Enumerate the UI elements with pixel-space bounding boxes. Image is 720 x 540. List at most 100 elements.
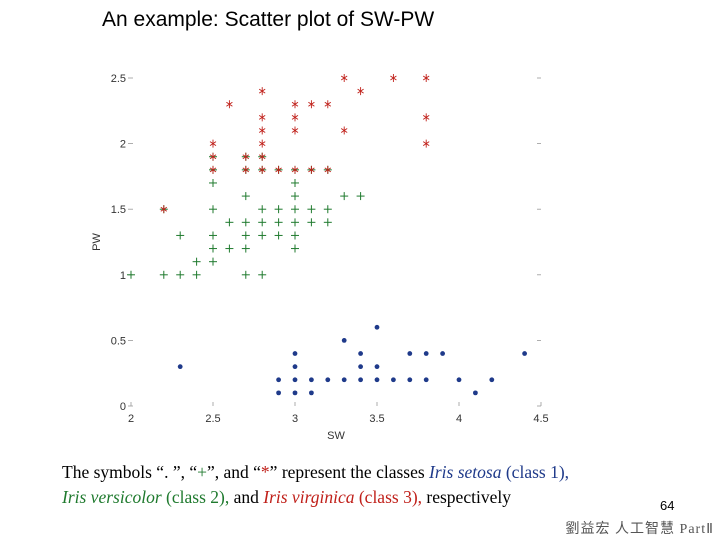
versicolor-point [291,244,299,253]
versicolor-point [209,244,217,253]
setosa-point [407,351,413,356]
caption-text: ”, and “ [206,462,261,482]
virginica-point [258,165,266,174]
virginica-point [324,100,332,109]
footer-credit: 劉益宏 人工智慧 PartⅡ [565,522,714,537]
setosa-point [358,377,363,383]
versicolor-point [291,178,299,187]
x-tick-label: 4 [456,413,462,425]
caption-text: ” represent the classes [269,462,430,482]
versicolor-point [323,205,332,214]
plus-symbol: + [197,462,207,482]
setosa-point [522,351,527,356]
setosa-point [292,364,298,370]
versicolor-point [340,192,349,201]
versicolor-point [241,244,250,253]
versicolor-point [258,231,267,240]
x-tick-label: 2.5 [205,413,220,425]
virginica-point [258,152,266,161]
setosa-point [374,377,380,383]
versicolor-point [274,231,283,240]
setosa-point [489,377,495,383]
versicolor-point [274,218,283,227]
versicolor-point [209,257,217,266]
x-tick-label: 2 [128,413,134,425]
virginica-point [242,152,250,161]
y-axis-label: PW [91,233,103,251]
versicolor-point [209,231,217,240]
setosa-point [292,377,298,383]
virginica-point [258,87,266,96]
virginica-point [422,74,430,82]
setosa-point [177,364,183,370]
versicolor-point [241,218,250,227]
virginica-point [308,100,315,109]
setosa-point [456,377,462,383]
slide-caption: The symbols “. ”, “+”, and “*” represent… [62,460,662,510]
setosa-point [341,377,347,383]
slide-title: An example: Scatter plot of SW-PW [102,8,435,31]
class3-name: Iris virginica [263,487,355,507]
class2-label: (class 2), [161,487,230,507]
virginica-point [242,165,250,174]
setosa-point [358,351,363,356]
versicolor-point [192,270,201,279]
virginica-point [308,165,315,174]
y-tick-label: 1.5 [111,204,126,216]
virginica-point [209,165,217,174]
virginica-point [422,113,430,122]
versicolor-point [274,205,283,214]
virginica-point [357,87,364,96]
versicolor-point [159,270,168,279]
versicolor-point [241,270,250,279]
versicolor-point [258,270,267,279]
virginica-point [390,74,397,82]
x-tick-label: 3.5 [369,413,384,425]
virginica-point [291,126,299,135]
versicolor-point [258,205,267,214]
setosa-point [292,390,298,396]
class2-name: Iris versicolor [62,487,162,507]
versicolor-point [127,270,135,279]
x-tick-label: 4.5 [533,413,548,425]
setosa-point [407,377,413,383]
versicolor-point [356,192,365,201]
versicolor-point [307,218,316,227]
versicolor-point [323,218,332,227]
versicolor-point [241,192,250,201]
caption-text: respectively [422,487,511,507]
y-tick-label: 0.5 [111,335,126,347]
setosa-point [309,390,314,396]
versicolor-point [225,218,234,227]
versicolor-point [307,205,316,214]
setosa-point [292,351,298,356]
setosa-point [440,351,445,356]
setosa-point [341,338,347,343]
virginica-point [209,152,217,161]
class1-label: (class 1), [501,462,570,482]
versicolor-point [258,218,267,227]
versicolor-point [176,231,185,240]
page-number: 64 [660,498,675,513]
virginica-point [422,139,430,148]
virginica-point [324,165,332,174]
virginica-point [291,113,299,122]
versicolor-point [241,231,250,240]
class1-name: Iris setosa [429,462,502,482]
versicolor-point [291,231,299,240]
virginica-point [226,100,233,109]
virginica-point [209,139,217,148]
virginica-point [258,126,266,135]
versicolor-point [209,205,217,214]
y-tick-label: 1 [120,270,126,282]
scatter-plot: 2 2.5 3 3.5 4 4.5 0 0.5 1 1.5 2 2.5 SW PW [91,73,549,442]
versicolor-point [291,205,299,214]
caption-text: The symbols “. ”, “ [62,462,198,482]
setosa-point [276,377,281,383]
star-symbol: * [260,462,270,482]
setosa-point [374,364,380,370]
virginica-point [291,100,299,109]
setosa-point [423,351,429,356]
versicolor-point [291,218,299,227]
virginica-point [291,165,299,174]
